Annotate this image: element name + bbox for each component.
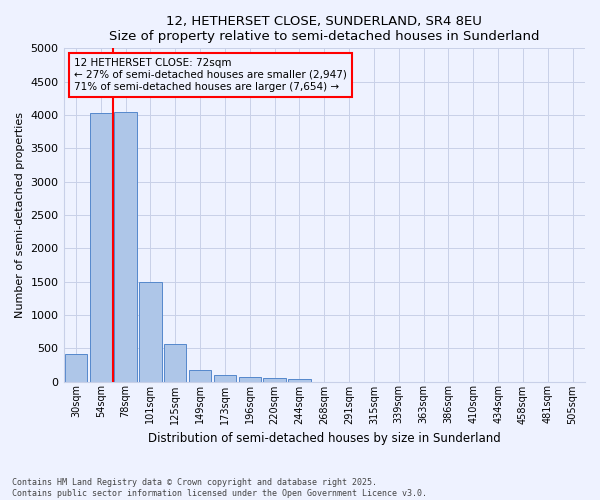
Text: 12 HETHERSET CLOSE: 72sqm
← 27% of semi-detached houses are smaller (2,947)
71% : 12 HETHERSET CLOSE: 72sqm ← 27% of semi-… bbox=[74, 58, 347, 92]
Bar bbox=[115, 112, 137, 382]
Bar bbox=[214, 375, 236, 382]
X-axis label: Distribution of semi-detached houses by size in Sunderland: Distribution of semi-detached houses by … bbox=[148, 432, 500, 445]
Bar bbox=[239, 377, 261, 382]
Bar bbox=[189, 370, 211, 382]
Bar bbox=[263, 378, 286, 382]
Title: 12, HETHERSET CLOSE, SUNDERLAND, SR4 8EU
Size of property relative to semi-detac: 12, HETHERSET CLOSE, SUNDERLAND, SR4 8EU… bbox=[109, 15, 539, 43]
Bar bbox=[164, 344, 187, 382]
Y-axis label: Number of semi-detached properties: Number of semi-detached properties bbox=[15, 112, 25, 318]
Text: Contains HM Land Registry data © Crown copyright and database right 2025.
Contai: Contains HM Land Registry data © Crown c… bbox=[12, 478, 427, 498]
Bar bbox=[139, 282, 161, 382]
Bar bbox=[65, 354, 87, 382]
Bar bbox=[288, 379, 311, 382]
Bar bbox=[89, 113, 112, 382]
